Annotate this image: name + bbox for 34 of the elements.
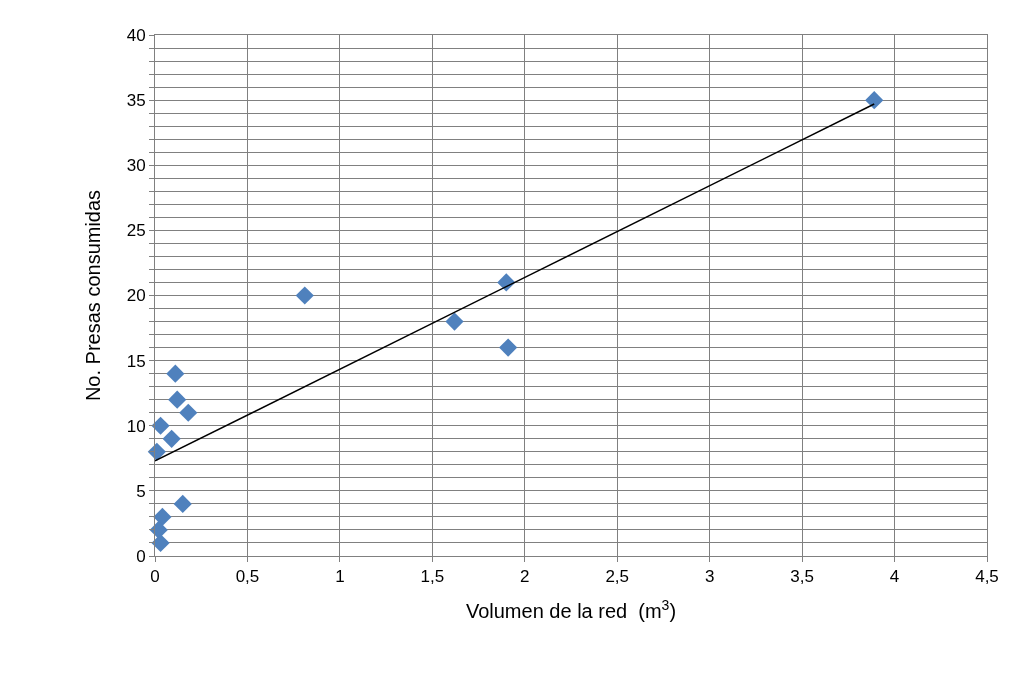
x-tick-label: 1,5 [420, 567, 445, 587]
point [151, 416, 170, 435]
y-tick-label: 30 [126, 156, 146, 176]
x-tick-label: 0,5 [235, 567, 260, 587]
point [153, 507, 172, 527]
x-tick-label: 2,5 [605, 567, 630, 587]
point [295, 286, 314, 305]
x-tick-label: 1 [335, 567, 345, 587]
point [147, 442, 166, 461]
y-tick-label: 20 [126, 286, 146, 306]
y-tick-label: 10 [126, 416, 146, 436]
point [166, 364, 185, 383]
point [499, 338, 518, 357]
y-tick-label: 0 [136, 546, 146, 566]
x-tick-label: 0 [150, 567, 160, 587]
y-tick-label: 5 [136, 481, 146, 501]
y-tick-label: 40 [126, 25, 146, 45]
y-tick-label: 15 [126, 351, 146, 371]
point [179, 403, 198, 422]
point [151, 533, 170, 553]
x-tick-label: 3,5 [790, 567, 814, 587]
point [162, 429, 181, 448]
point [445, 312, 464, 331]
y-tick-label: 35 [126, 91, 146, 111]
point [173, 494, 192, 513]
x-tick-label: 4 [889, 567, 900, 587]
x-axis-title: Volumen de la red (m$^{3}$) [465, 596, 677, 622]
point [865, 91, 884, 110]
x-tick-label: 3 [704, 567, 715, 587]
y-tick-label: 25 [126, 221, 146, 241]
x-tick-label: 4,5 [975, 567, 999, 587]
x-tick-label: 2 [520, 567, 530, 587]
y-axis-title: No. Presas consumidas [82, 189, 105, 402]
point [168, 390, 187, 409]
